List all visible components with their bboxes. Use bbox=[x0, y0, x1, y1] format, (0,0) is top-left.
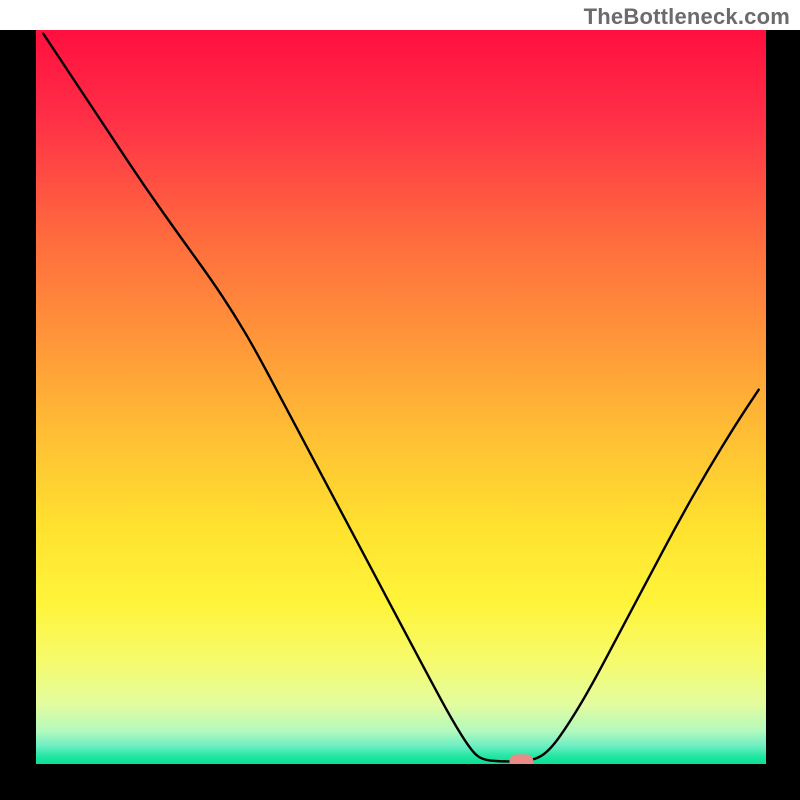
bottleneck-chart bbox=[0, 0, 800, 800]
plot-background bbox=[36, 30, 766, 764]
frame-right bbox=[766, 30, 800, 800]
frame-left bbox=[0, 30, 36, 800]
frame-bottom bbox=[0, 764, 800, 800]
watermark-text: TheBottleneck.com bbox=[584, 4, 790, 30]
